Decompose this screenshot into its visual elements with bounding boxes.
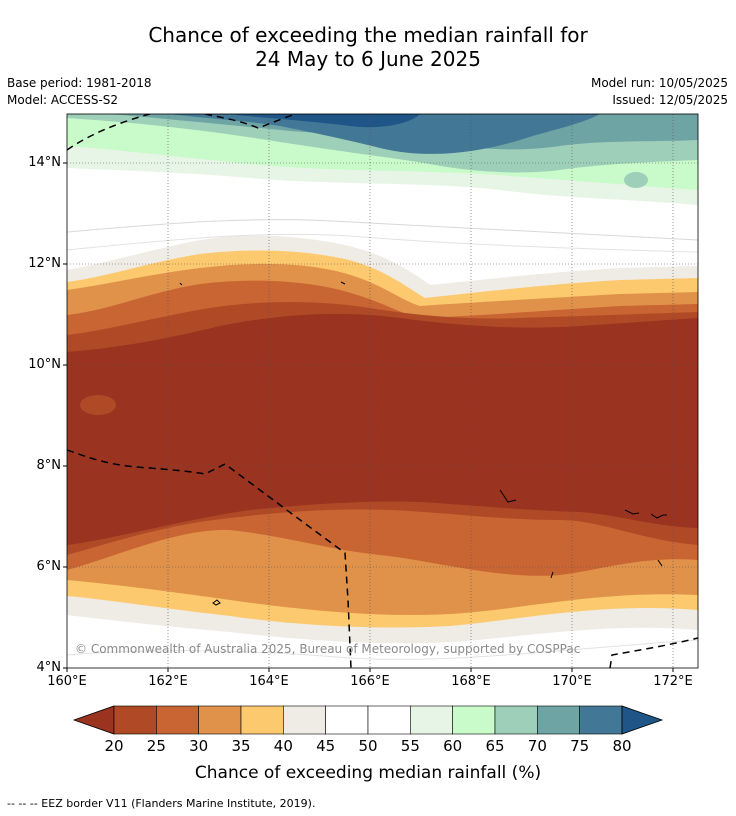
band-70-patch [624, 172, 648, 188]
graticule [67, 114, 698, 668]
colorbar-tick: 25 [146, 737, 166, 755]
lon-tick-label: 166°E [350, 674, 390, 689]
colorbar-extend-low [72, 705, 115, 735]
colorbar-tick: 45 [316, 737, 336, 755]
colorbar-bin [452, 705, 496, 735]
colorbar-bin [537, 705, 580, 735]
colorbar-extend-high [621, 705, 664, 735]
lat-tick-label: 10°N [28, 357, 61, 372]
map-title-line1: Chance of exceeding the median rainfall … [148, 23, 588, 47]
lat-tick-label: 12°N [28, 256, 61, 271]
colorbar-tick: 60 [443, 737, 463, 755]
map-field [67, 114, 698, 668]
copyright-notice: © Commonwealth of Australia 2025, Bureau… [75, 642, 581, 656]
colorbar-bin [113, 705, 157, 735]
colorbar-bin [579, 705, 623, 735]
lon-tick-label: 160°E [47, 674, 87, 689]
lat-tick-label: 4°N [36, 660, 62, 675]
map-title-line2: 24 May to 6 June 2025 [255, 47, 481, 71]
band-80 [170, 114, 600, 154]
model-name: Model: ACCESS-S2 [7, 93, 119, 107]
colorbar-bin [240, 705, 284, 735]
colorbar-bin [325, 705, 369, 735]
colorbar-tick: 20 [104, 737, 124, 755]
colorbar-bin [283, 705, 326, 735]
islands [179, 281, 667, 606]
lon-tick-label: 162°E [148, 674, 188, 689]
lon-tick-label: 170°E [552, 674, 592, 689]
colorbar-bin [156, 705, 199, 735]
colorbar-tick: 80 [612, 737, 632, 755]
band-above-80 [230, 114, 420, 128]
band-20-patch [80, 395, 116, 415]
model-run: Model run: 10/05/2025 [590, 76, 728, 90]
colorbar-bin [367, 705, 411, 735]
colorbar-bin [198, 705, 242, 735]
colorbar-tick: 35 [231, 737, 251, 755]
colorbar-tick: 70 [527, 737, 547, 755]
colorbar-tick: 75 [570, 737, 590, 755]
colorbar-tick: 50 [358, 737, 378, 755]
band-below-20 [67, 313, 698, 545]
lon-tick-label: 168°E [451, 674, 491, 689]
eez-border [67, 114, 698, 668]
lat-tick-label: 14°N [28, 155, 61, 170]
colorbar-tick: 65 [485, 737, 505, 755]
colorbar-tick: 40 [273, 737, 293, 755]
issued-date: Issued: 12/05/2025 [612, 93, 728, 107]
lon-tick-label: 172°E [653, 674, 693, 689]
colorbar-tick: 30 [189, 737, 209, 755]
lon-tick-label: 164°E [249, 674, 289, 689]
lat-tick-label: 8°N [36, 458, 62, 473]
lat-tick-label: 6°N [36, 559, 62, 574]
colorbar-tick: 55 [400, 737, 420, 755]
colorbar-bin [494, 705, 538, 735]
colorbar-bin [410, 705, 453, 735]
eez-border-legend: -- -- -- EEZ border V11 (Flanders Marine… [7, 797, 316, 810]
colorbar-label: Chance of exceeding median rainfall (%) [194, 763, 542, 783]
colorbar [72, 705, 664, 735]
base-period: Base period: 1981-2018 [7, 76, 152, 90]
map-frame [66, 113, 699, 669]
axis-ticks [63, 162, 674, 672]
